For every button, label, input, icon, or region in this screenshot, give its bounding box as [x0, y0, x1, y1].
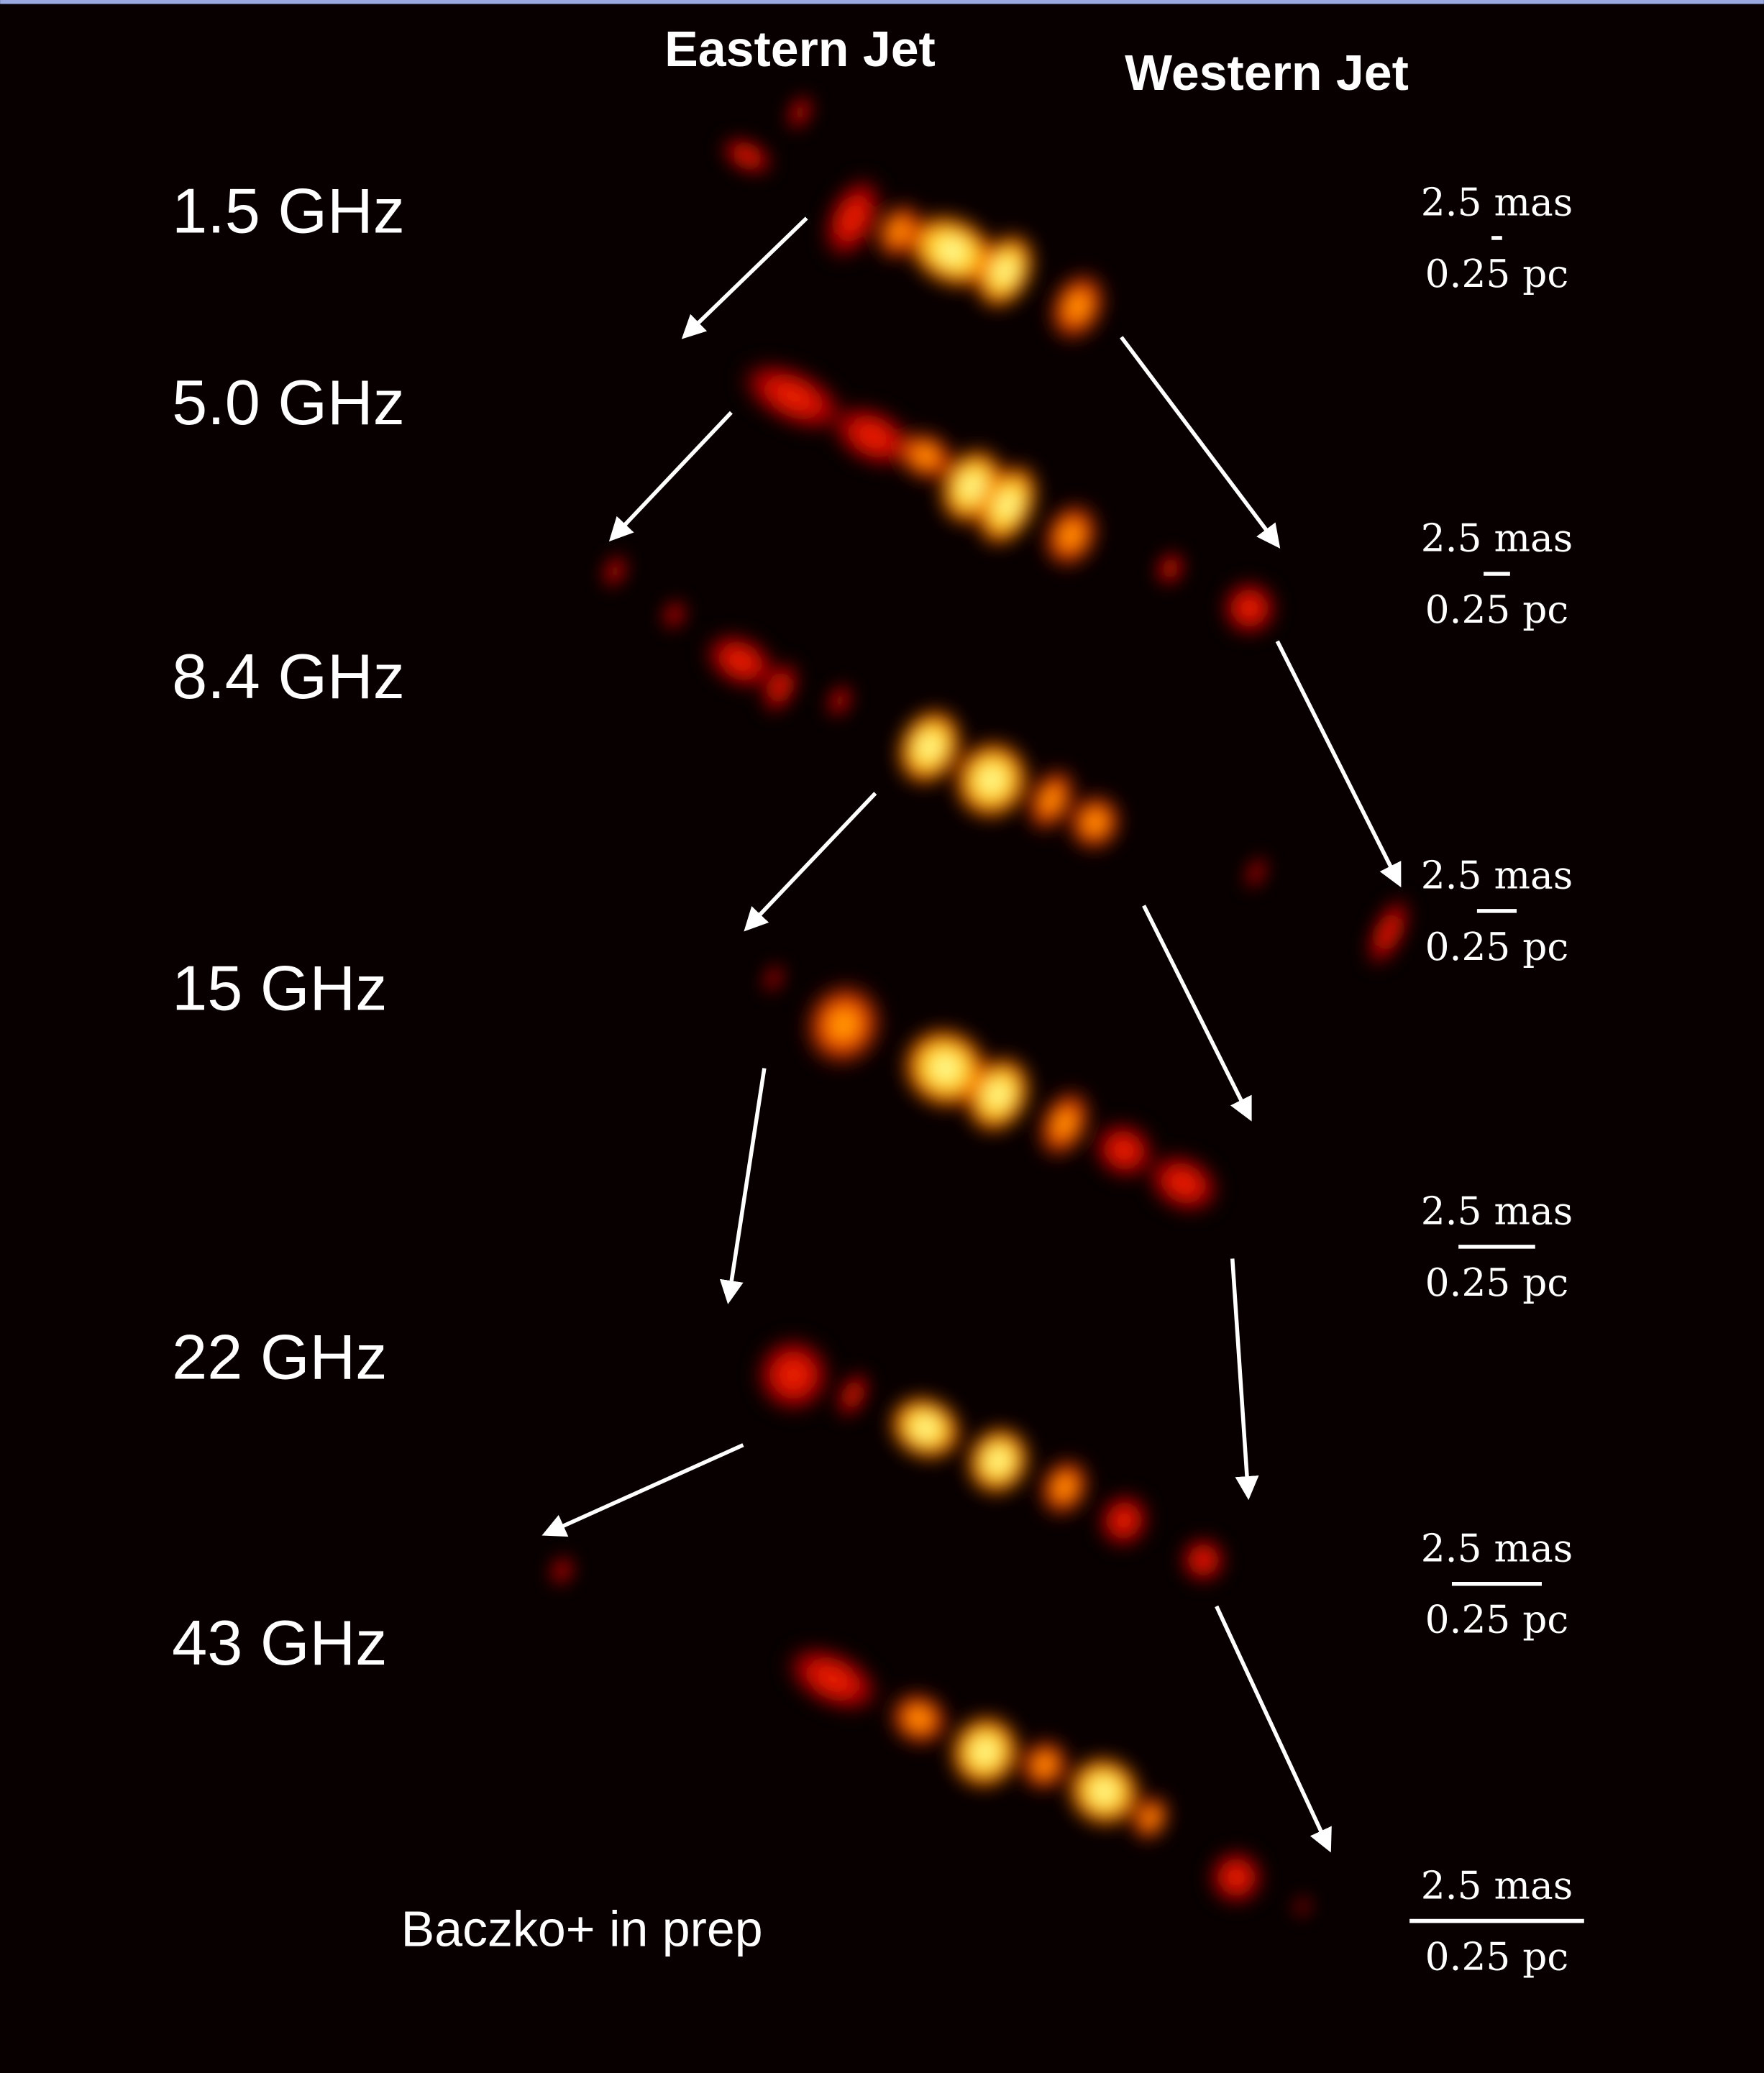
- scale-top-label: 2.5 mas: [1421, 1189, 1573, 1234]
- scale-bottom-label: 0.25 pc: [1425, 925, 1569, 969]
- scale-bottom-label: 0.25 pc: [1425, 1260, 1569, 1305]
- scale-top-label: 2.5 mas: [1421, 1863, 1573, 1908]
- scale-top-label: 2.5 mas: [1421, 180, 1573, 225]
- top-border: [0, 0, 1764, 4]
- frequency-label: 1.5 GHz: [172, 175, 405, 247]
- frequency-label: 15 GHz: [172, 953, 387, 1024]
- credit: Baczko+ in prep: [401, 1900, 763, 1957]
- page: {"header": {"left": "Eastern Jet", "righ…: [0, 0, 1764, 2073]
- scale-top-label: 2.5 mas: [1421, 1526, 1573, 1570]
- frequency-label: 22 GHz: [172, 1322, 387, 1393]
- scale-bottom-label: 0.25 pc: [1425, 587, 1569, 632]
- frequency-label: 5.0 GHz: [172, 367, 405, 438]
- frequency-label: 8.4 GHz: [172, 641, 405, 712]
- scale-bottom-label: 0.25 pc: [1425, 1935, 1569, 1980]
- scale-top-label: 2.5 mas: [1421, 516, 1573, 561]
- scale-bottom-label: 0.25 pc: [1425, 252, 1569, 296]
- scale-bottom-label: 0.25 pc: [1425, 1598, 1569, 1642]
- scale-top-label: 2.5 mas: [1421, 854, 1573, 898]
- frequency-label: 43 GHz: [172, 1607, 387, 1678]
- figure: Eastern Jet Western Jet 1.5 GHz 2.5 mas 0.…: [0, 0, 1764, 2073]
- eastern-jet-label: Eastern Jet: [664, 21, 936, 77]
- western-jet-label: Western Jet: [1125, 45, 1409, 101]
